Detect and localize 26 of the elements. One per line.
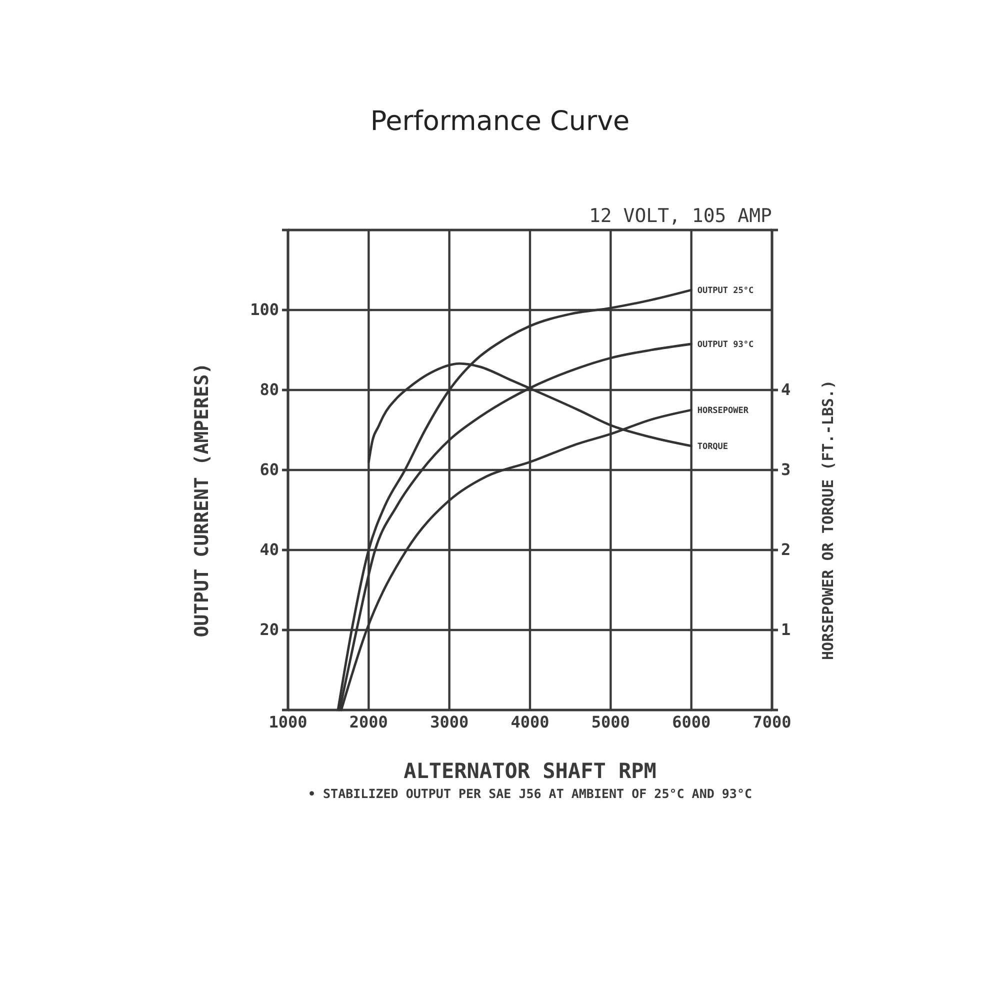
x-axis-title: ALTERNATOR SHAFT RPM bbox=[404, 759, 656, 783]
x-tick-label: 2000 bbox=[349, 712, 388, 732]
y-tick-label: 60 bbox=[260, 460, 279, 480]
y-tick-label: 80 bbox=[260, 380, 279, 400]
y2-tick-label: 1 bbox=[781, 620, 791, 640]
x-tick-label: 4000 bbox=[510, 712, 550, 732]
x-tick-label: 6000 bbox=[672, 712, 711, 732]
y-tick-label: 40 bbox=[260, 540, 279, 560]
chart-title: Performance Curve bbox=[370, 106, 630, 137]
y-tick-label: 20 bbox=[260, 620, 279, 640]
x-tick-label: 5000 bbox=[591, 712, 630, 732]
series-label: OUTPUT 93°C bbox=[697, 340, 754, 350]
x-tick-label: 7000 bbox=[752, 712, 792, 732]
y-axis-title: OUTPUT CURRENT (AMPERES) bbox=[191, 362, 213, 638]
x-tick-label: 3000 bbox=[430, 712, 469, 732]
y2-tick-label: 4 bbox=[781, 380, 791, 400]
y2-axis-title: HORSEPOWER OR TORQUE (FT.-LBS.) bbox=[819, 380, 837, 660]
x-tick-label: 1000 bbox=[268, 712, 308, 732]
text: • STABILIZED OUTPUT PER SAE J56 AT AMBIENT OF 25°C AND 93°C bbox=[308, 786, 752, 801]
y-tick-label: 100 bbox=[250, 300, 279, 320]
series-label: TORQUE bbox=[697, 442, 728, 452]
series-label: HORSEPOWER bbox=[697, 406, 750, 416]
series-label: OUTPUT 25°C bbox=[697, 286, 754, 296]
y2-tick-label: 2 bbox=[781, 540, 791, 560]
y2-tick-label: 3 bbox=[781, 460, 791, 480]
chart-subtitle: 12 VOLT, 105 AMP bbox=[588, 205, 772, 227]
